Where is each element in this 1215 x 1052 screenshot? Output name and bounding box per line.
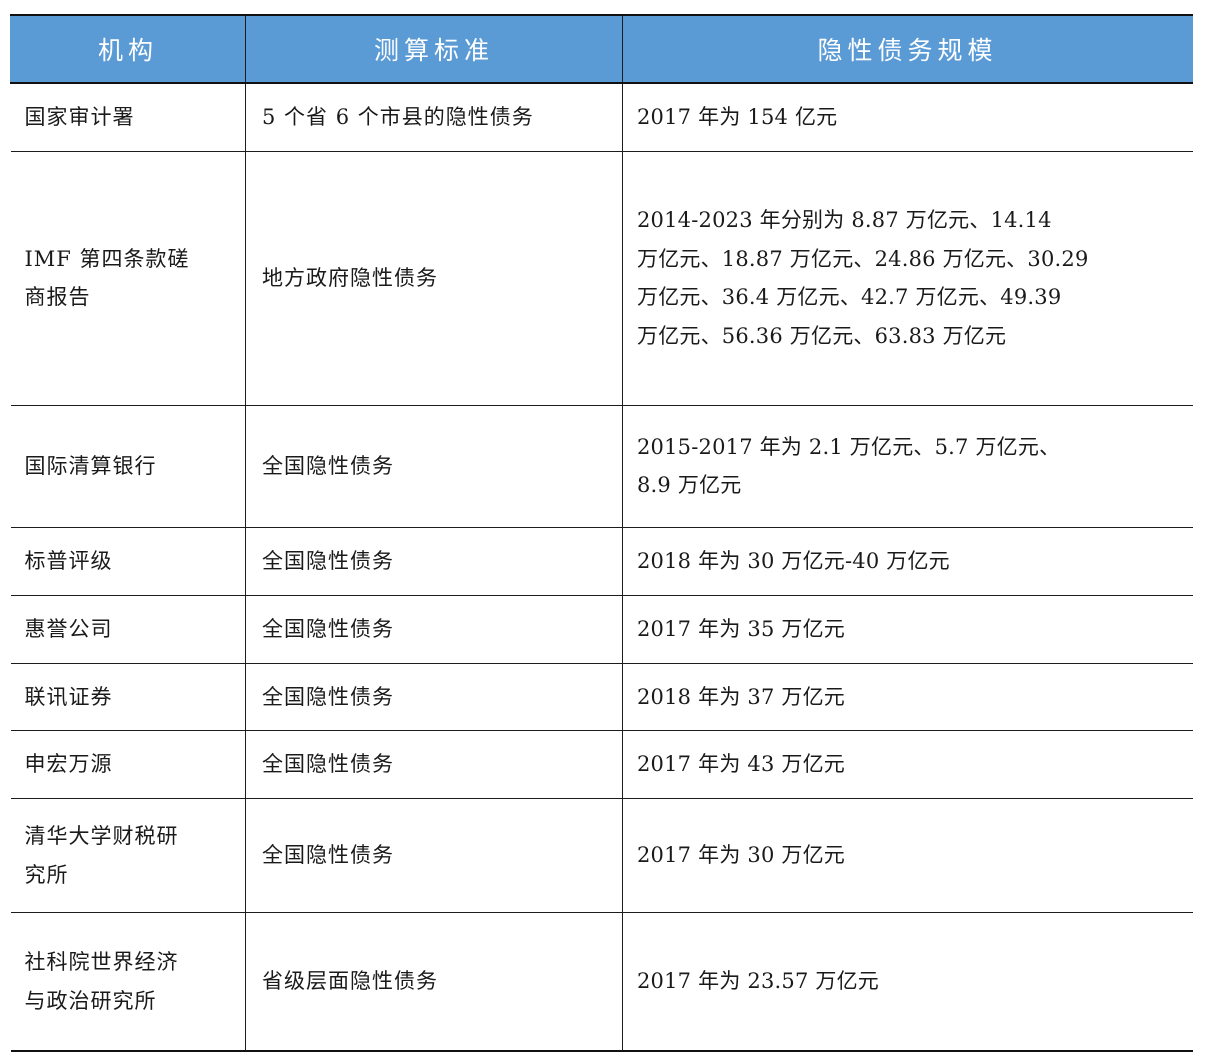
cell-scale: 2017 年为 30 万亿元 xyxy=(622,798,1193,914)
cell-scale: 2017 年为 43 万亿元 xyxy=(622,730,1193,800)
cell-text-line: 全国隐性债务 xyxy=(262,453,394,478)
cell-standard: 5 个省 6 个市县的隐性债务 xyxy=(245,83,623,152)
cell-text-line: 申宏万源 xyxy=(24,752,113,777)
cell-standard: 全国隐性债务 xyxy=(245,595,623,664)
cell-scale: 2017 年为 35 万亿元 xyxy=(622,595,1193,664)
cell-text-line: 8.9 万亿元 xyxy=(637,473,742,498)
table-header: 机构 测算标准 隐性债务规模 xyxy=(10,14,1193,84)
cell-text-line: 标普评级 xyxy=(24,548,113,573)
cell-standard: 全国隐性债务 xyxy=(245,527,623,596)
column-header-scale: 隐性债务规模 xyxy=(622,14,1193,84)
cell-text-line: 全国隐性债务 xyxy=(262,752,394,777)
cell-organization: 国家审计署 xyxy=(10,83,246,152)
cell-organization: 申宏万源 xyxy=(10,730,246,800)
column-header-std: 测算标准 xyxy=(245,14,623,84)
table-row: 清华大学财税研 究所 全国隐性债务 2017 年为 30 万亿元 xyxy=(10,798,1193,914)
table-header-row: 机构 测算标准 隐性债务规模 xyxy=(10,14,1193,84)
cell-text-line: 全国隐性债务 xyxy=(262,616,394,641)
cell-text-line: 5 个省 6 个市县的隐性债务 xyxy=(262,105,534,129)
cell-standard: 省级层面隐性债务 xyxy=(245,912,623,1052)
cell-standard: 全国隐性债务 xyxy=(245,730,623,800)
cell-text-line: 全国隐性债务 xyxy=(262,548,394,573)
cell-text-line: 地方政府隐性债务 xyxy=(262,265,438,290)
cell-text-line: 与政治研究所 xyxy=(24,988,157,1013)
cell-text-line: 国家审计署 xyxy=(24,105,135,129)
cell-scale: 2015-2017 年为 2.1 万亿元、5.7 万亿元、 8.9 万亿元 xyxy=(622,405,1193,528)
cell-organization: 惠誉公司 xyxy=(10,595,246,664)
cell-text-line: 2018 年为 37 万亿元 xyxy=(637,684,845,709)
table-row: IMF 第四条款磋 商报告 地方政府隐性债务 2014-2023 年分别为 8.8… xyxy=(10,151,1193,406)
table-row: 国际清算银行 全国隐性债务 2015-2017 年为 2.1 万亿元、5.7 万… xyxy=(10,405,1193,528)
cell-standard: 全国隐性债务 xyxy=(245,405,623,528)
cell-text-line: 惠誉公司 xyxy=(24,616,113,641)
cell-text-line: 2017 年为 154 亿元 xyxy=(637,105,838,129)
cell-organization: IMF 第四条款磋 商报告 xyxy=(10,151,246,406)
cell-text-line: IMF 第四条款磋 xyxy=(24,246,190,271)
cell-standard: 地方政府隐性债务 xyxy=(245,151,623,406)
cell-standard: 全国隐性债务 xyxy=(245,663,623,732)
cell-text-line: 2017 年为 23.57 万亿元 xyxy=(637,969,879,994)
cell-text-line: 2015-2017 年为 2.1 万亿元、5.7 万亿元、 xyxy=(637,434,1061,459)
cell-organization: 国际清算银行 xyxy=(10,405,246,528)
cut-off-caption-strip xyxy=(60,1036,1160,1046)
cell-scale: 2018 年为 37 万亿元 xyxy=(622,663,1193,732)
table-row: 申宏万源 全国隐性债务 2017 年为 43 万亿元 xyxy=(10,730,1193,800)
cell-text-line: 2017 年为 43 万亿元 xyxy=(637,752,845,777)
cell-text-line: 万亿元、36.4 万亿元、42.7 万亿元、49.39 xyxy=(637,285,1062,310)
cell-text-line: 国际清算银行 xyxy=(24,453,157,478)
cell-text-line: 万亿元、18.87 万亿元、24.86 万亿元、30.29 xyxy=(637,246,1089,271)
cell-text-line: 万亿元、56.36 万亿元、63.83 万亿元 xyxy=(637,324,1007,349)
table-row: 惠誉公司 全国隐性债务 2017 年为 35 万亿元 xyxy=(10,595,1193,664)
hidden-debt-estimates-table: 机构 测算标准 隐性债务规模 国家审计署 5 个省 6 个市县的隐性债务 201… xyxy=(10,14,1193,1052)
cell-organization: 清华大学财税研 究所 xyxy=(10,798,246,914)
cell-text-line: 究所 xyxy=(24,862,69,887)
table-row: 联讯证券 全国隐性债务 2018 年为 37 万亿元 xyxy=(10,663,1193,732)
table-body: 国家审计署 5 个省 6 个市县的隐性债务 2017 年为 154 亿元 IMF… xyxy=(10,83,1193,1052)
cell-scale: 2018 年为 30 万亿元-40 万亿元 xyxy=(622,527,1193,596)
cell-text-line: 2014-2023 年分别为 8.87 万亿元、14.14 xyxy=(637,207,1052,232)
table-row: 标普评级 全国隐性债务 2018 年为 30 万亿元-40 万亿元 xyxy=(10,527,1193,596)
cell-text-line: 2017 年为 35 万亿元 xyxy=(637,616,845,641)
cell-text-line: 社科院世界经济 xyxy=(24,949,179,974)
cell-organization: 标普评级 xyxy=(10,527,246,596)
cell-text-line: 2017 年为 30 万亿元 xyxy=(637,843,845,868)
cell-text-line: 2018 年为 30 万亿元-40 万亿元 xyxy=(637,548,950,573)
cell-scale: 2017 年为 154 亿元 xyxy=(622,83,1193,152)
table-row: 社科院世界经济 与政治研究所 省级层面隐性债务 2017 年为 23.57 万亿元 xyxy=(10,912,1193,1052)
column-header-org: 机构 xyxy=(10,14,246,84)
cell-text-line: 商报告 xyxy=(24,285,91,310)
cell-text-line: 全国隐性债务 xyxy=(262,684,394,709)
table-row: 国家审计署 5 个省 6 个市县的隐性债务 2017 年为 154 亿元 xyxy=(10,83,1193,152)
cell-organization: 社科院世界经济 与政治研究所 xyxy=(10,912,246,1052)
cell-standard: 全国隐性债务 xyxy=(245,798,623,914)
cell-text-line: 联讯证券 xyxy=(24,684,113,709)
cell-text-line: 清华大学财税研 xyxy=(24,823,179,848)
cell-scale: 2014-2023 年分别为 8.87 万亿元、14.14 万亿元、18.87 万… xyxy=(622,151,1193,406)
cell-text-line: 全国隐性债务 xyxy=(262,843,394,868)
cell-scale: 2017 年为 23.57 万亿元 xyxy=(622,912,1193,1052)
cell-text-line: 省级层面隐性债务 xyxy=(262,969,438,994)
cell-organization: 联讯证券 xyxy=(10,663,246,732)
